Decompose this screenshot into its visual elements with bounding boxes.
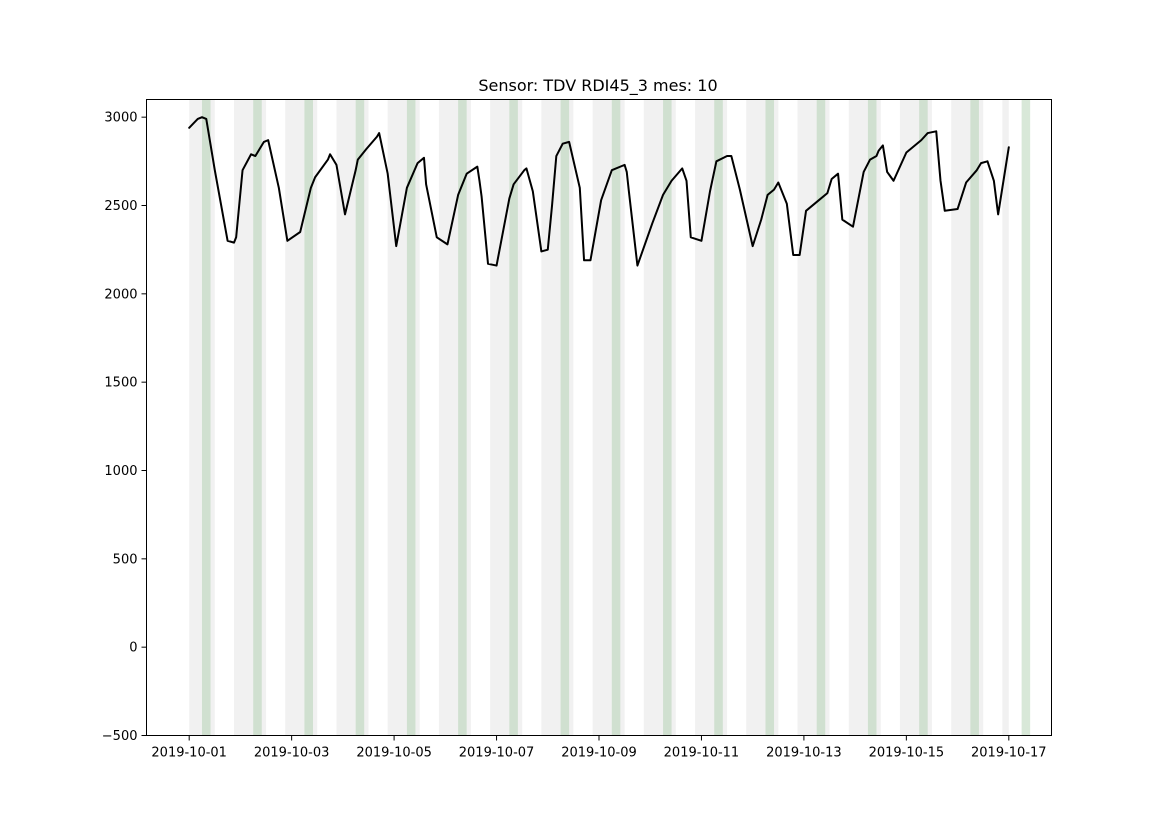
series-lines [188, 116, 1010, 267]
gray-shaded-band [695, 99, 728, 736]
y-tick-label: −500 [102, 729, 138, 744]
y-tick-label: 1000 [104, 464, 137, 479]
green-shaded-band [509, 99, 518, 736]
series-line [188, 116, 1010, 267]
shaded-bands [189, 99, 1031, 736]
y-tick-label: 1500 [104, 376, 137, 391]
green-shaded-band [765, 99, 775, 736]
green-shaded-band [919, 99, 928, 736]
green-shaded-band [1021, 99, 1031, 736]
y-tick-label: 0 [129, 641, 137, 656]
green-shaded-band [611, 99, 621, 736]
gray-shaded-band [951, 99, 984, 736]
x-tick-label: 2019-10-13 [766, 746, 842, 761]
green-shaded-band [201, 99, 211, 736]
x-tick-label: 2019-10-05 [356, 746, 432, 761]
x-axis: 2019-10-01 2019-10-03 2019-10-05 2019-10-07… [151, 735, 1047, 761]
gray-shaded-band [336, 99, 369, 736]
gray-shaded-band [490, 99, 523, 736]
gray-shaded-band [899, 99, 932, 736]
x-tick-label: 2019-10-03 [254, 746, 330, 761]
gray-shaded-band [592, 99, 625, 736]
green-shaded-band [458, 99, 467, 736]
x-tick-label: 2019-10-07 [459, 746, 535, 761]
green-shaded-band [560, 99, 570, 736]
x-tick-label: 2019-10-15 [869, 746, 945, 761]
y-tick-label: 2000 [104, 287, 137, 302]
gray-shaded-band [1002, 99, 1009, 736]
gray-shaded-band [189, 99, 215, 736]
green-shaded-band [304, 99, 313, 736]
gray-shaded-band [285, 99, 318, 736]
green-shaded-band [714, 99, 723, 736]
gray-shaded-band [541, 99, 574, 736]
green-shaded-band [816, 99, 826, 736]
x-tick-label: 2019-10-01 [151, 746, 227, 761]
green-shaded-band [663, 99, 672, 736]
gray-shaded-band [848, 99, 881, 736]
chart-title: Sensor: TDV RDI45_3 mes: 10 [478, 76, 717, 96]
y-axis: −500 0 500 1000 1500 2000 2500 3000 [102, 111, 147, 744]
y-tick-label: 3000 [104, 111, 137, 126]
x-tick-label: 2019-10-09 [561, 746, 637, 761]
green-shaded-band [970, 99, 979, 736]
y-tick-label: 500 [113, 552, 138, 567]
green-shaded-band [406, 99, 416, 736]
green-shaded-band [867, 99, 877, 736]
green-shaded-band [253, 99, 262, 736]
y-tick-label: 2500 [104, 199, 137, 214]
x-tick-label: 2019-10-11 [664, 746, 740, 761]
x-tick-label: 2019-10-17 [971, 746, 1047, 761]
gray-shaded-band [746, 99, 779, 736]
green-shaded-band [355, 99, 365, 736]
